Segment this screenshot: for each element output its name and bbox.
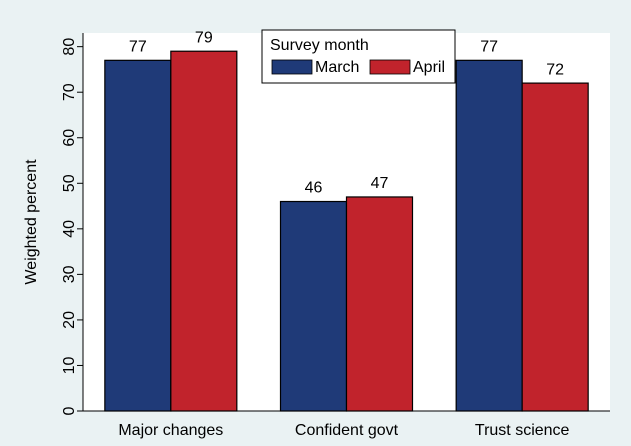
y-tick-label: 50 bbox=[61, 174, 78, 192]
value-label: 77 bbox=[129, 39, 147, 56]
value-label: 79 bbox=[195, 29, 213, 46]
y-tick-label: 10 bbox=[61, 356, 78, 374]
y-tick-label: 70 bbox=[61, 83, 78, 101]
legend-label: April bbox=[413, 59, 445, 76]
value-label: 77 bbox=[480, 39, 498, 56]
legend-swatch bbox=[271, 59, 313, 75]
legend-swatch bbox=[369, 59, 411, 75]
x-tick-label: Confident govt bbox=[295, 422, 399, 439]
bar bbox=[345, 196, 414, 412]
value-label: 72 bbox=[546, 61, 564, 78]
bar bbox=[455, 59, 523, 412]
y-tick-label: 0 bbox=[61, 406, 78, 415]
y-tick-label: 30 bbox=[61, 265, 78, 283]
y-tick-label: 80 bbox=[61, 38, 78, 56]
y-axis-title: Weighted percent bbox=[23, 159, 40, 285]
y-tick-label: 40 bbox=[61, 220, 78, 238]
y-tick-label: 60 bbox=[61, 129, 78, 147]
legend-label: March bbox=[315, 59, 359, 76]
legend-title: Survey month bbox=[270, 37, 369, 54]
x-tick-label: Trust science bbox=[475, 422, 570, 439]
y-tick-label: 20 bbox=[61, 311, 78, 329]
x-tick-label: Major changes bbox=[118, 422, 223, 439]
bar bbox=[521, 82, 589, 412]
bar bbox=[279, 200, 348, 412]
value-label: 46 bbox=[305, 180, 323, 197]
bar bbox=[170, 50, 238, 412]
value-label: 47 bbox=[371, 175, 389, 192]
bar bbox=[104, 59, 172, 412]
